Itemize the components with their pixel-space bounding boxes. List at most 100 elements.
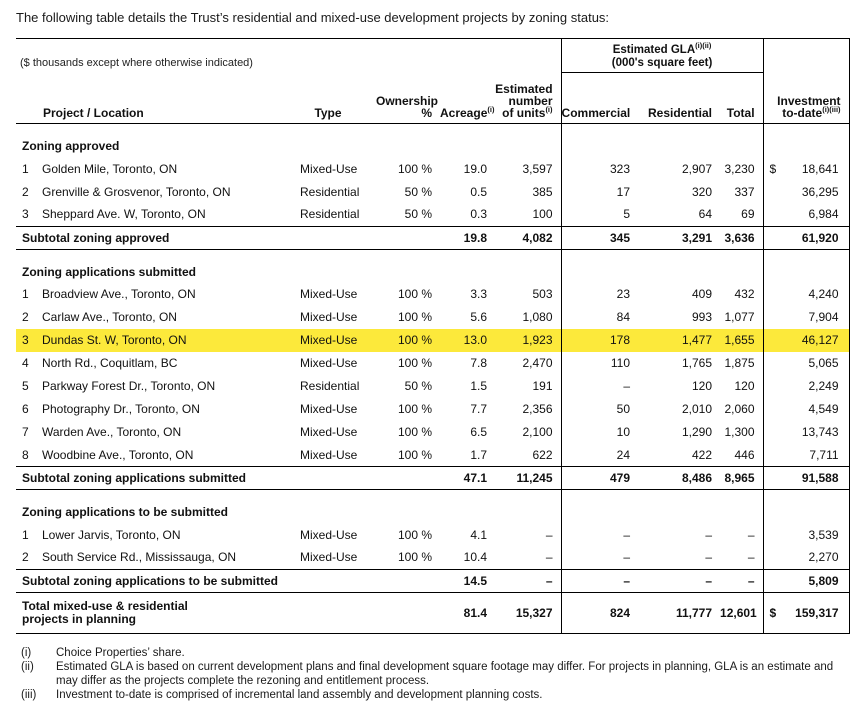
investment-label-line2: to-date: [782, 106, 823, 120]
cell-commercial: 10: [560, 420, 639, 444]
investment-label-line1: Investment: [777, 94, 841, 108]
cell-residential: 1,290: [682, 425, 713, 439]
cell-total: –: [747, 527, 755, 542]
cell-type: Residential: [300, 207, 360, 222]
cell-investment: 5,065: [762, 351, 850, 375]
cell-commercial: 24: [560, 443, 639, 467]
cell-ownership: 100 %: [376, 328, 440, 352]
cell-investment: 2,270: [762, 546, 850, 569]
cell-type: Mixed-Use: [300, 356, 358, 370]
section-header-row: Zoning applications submitted: [16, 249, 850, 283]
subtotal-row: Subtotal zoning applications to be submi…: [16, 568, 850, 593]
cell-investment: 91,588: [762, 466, 850, 490]
cell-project-name: Sheppard Ave. W, Toronto, ON: [42, 207, 206, 222]
section-title: Zoning approved: [22, 139, 120, 153]
project-row: 2 Grenville & Grosvenor, Toronto, ON Resid…: [16, 180, 850, 203]
footnote-marker: (iii): [21, 689, 37, 701]
cell-residential: 11,777: [638, 591, 721, 634]
cell-row-number: 2: [22, 550, 29, 565]
cell-type: Mixed-Use: [300, 161, 358, 176]
cell-residential: 120: [692, 379, 713, 393]
cell-residential: 1,765: [682, 356, 713, 370]
cell-ownership: 50 %: [404, 207, 432, 222]
units-footnote-ref: (i): [545, 105, 553, 114]
units-note: ($ thousands except where otherwise indi…: [20, 56, 253, 69]
cell-acreage: 81.4: [440, 591, 495, 634]
units-label-line2: number: [508, 94, 553, 108]
cell-residential: –: [705, 550, 713, 565]
cell-project-name: Dundas St. W, Toronto, ON: [40, 328, 288, 352]
investment-value: 36,295: [801, 184, 839, 199]
cell-residential: –: [705, 527, 713, 542]
footnote: (iii) Investment to-date is comprised of …: [16, 689, 849, 703]
subtotal-label: Subtotal zoning approved: [16, 225, 440, 250]
cell-investment: 46,127: [762, 328, 850, 352]
cell-residential: 422: [692, 447, 713, 462]
cell-ownership: 100 %: [397, 161, 432, 176]
cell-ownership: 100 %: [397, 310, 432, 324]
investment-value: 18,641: [801, 161, 839, 176]
cell-units: 100: [532, 207, 553, 222]
cell-units: 4,082: [495, 225, 562, 250]
cell-investment: 6,984: [762, 203, 850, 226]
cell-project-name: Grenville & Grosvenor, Toronto, ON: [42, 184, 231, 199]
cell-row-number: 2: [22, 310, 29, 324]
cell-project-name: Lower Jarvis, Toronto, ON: [42, 527, 181, 542]
cell-acreage: 0.3: [470, 207, 487, 222]
cell-commercial: 17: [560, 180, 639, 203]
investment-value: 2,270: [808, 550, 839, 565]
col-header-ownership: Ownership %: [376, 72, 440, 124]
empty-cell: [762, 489, 850, 523]
col-header-acreage: Acreage(i): [440, 72, 495, 124]
column-header-row: Project / Location Type Ownership % Acre…: [16, 72, 850, 124]
cell-row-number: 8: [22, 447, 29, 462]
cell-residential: 1,477: [638, 328, 721, 352]
cell-units: 191: [532, 379, 553, 393]
cell-project-name: Broadview Ave., Toronto, ON: [42, 287, 196, 301]
cell-commercial: 345: [560, 225, 639, 250]
footnote-marker: (ii): [21, 661, 34, 673]
units-label-line1: Estimated: [495, 82, 553, 96]
cell-total: 3,230: [724, 161, 755, 176]
cell-investment: 4,549: [762, 397, 850, 421]
cell-investment: 61,920: [762, 225, 850, 250]
project-row: 7 Warden Ave., Toronto, ON Mixed-Use 100 % 6…: [16, 420, 850, 444]
cell-units: 622: [532, 447, 553, 462]
footnote: (i) Choice Properties’ share.: [16, 647, 849, 661]
col-header-units: Estimated number of units(i): [495, 72, 562, 124]
cell-row-number: 7: [22, 425, 29, 439]
grand-total-row: Total mixed-use & residential projects in…: [16, 591, 850, 634]
grand-total-label: Total mixed-use & residential projects in…: [16, 591, 440, 634]
gla-footnote-ref: (i)(ii): [695, 41, 712, 51]
empty-cell: [638, 249, 720, 283]
cell-ownership: 50 %: [404, 379, 432, 393]
cell-units: 3,597: [522, 161, 553, 176]
cell-commercial: 50: [560, 397, 639, 421]
cell-units: 503: [532, 287, 553, 301]
cell-commercial: 5: [560, 203, 639, 226]
cell-total: 1,655: [720, 328, 764, 352]
grand-total-label-line1: Total mixed-use & residential: [22, 598, 188, 613]
investment-footnote-ref: (i)(iii): [822, 105, 841, 114]
cell-type: Mixed-Use: [300, 287, 358, 301]
cell-total: 12,601: [720, 591, 764, 634]
investment-value: 46,127: [801, 333, 839, 347]
investment-value: 3,539: [808, 527, 839, 542]
cell-acreage: 1.7: [470, 447, 487, 462]
cell-commercial: 178: [560, 328, 639, 352]
cell-ownership: 100 %: [397, 550, 432, 565]
gla-group-header: Estimated GLA(i)(ii) (000's square feet): [560, 38, 764, 73]
project-row: 8 Woodbine Ave., Toronto, ON Mixed-Use 100 …: [16, 443, 850, 467]
cell-project-name: North Rd., Coquitlam, BC: [42, 356, 178, 370]
cell-commercial: –: [560, 568, 639, 593]
project-row: 6 Photography Dr., Toronto, ON Mixed-Use 10…: [16, 397, 850, 421]
investment-value: 7,711: [809, 447, 839, 462]
cell-commercial: 323: [560, 157, 639, 180]
cell-type: Mixed-Use: [300, 550, 358, 565]
empty-cell: [560, 249, 639, 283]
cell-residential: 2,010: [682, 402, 713, 416]
investment-value: 5,809: [808, 573, 839, 588]
subtotal-row: Subtotal zoning approved 19.8 4,082 345 3,29…: [16, 225, 850, 250]
cell-total: 446: [734, 447, 755, 462]
cell-investment: 7,904: [762, 305, 850, 329]
